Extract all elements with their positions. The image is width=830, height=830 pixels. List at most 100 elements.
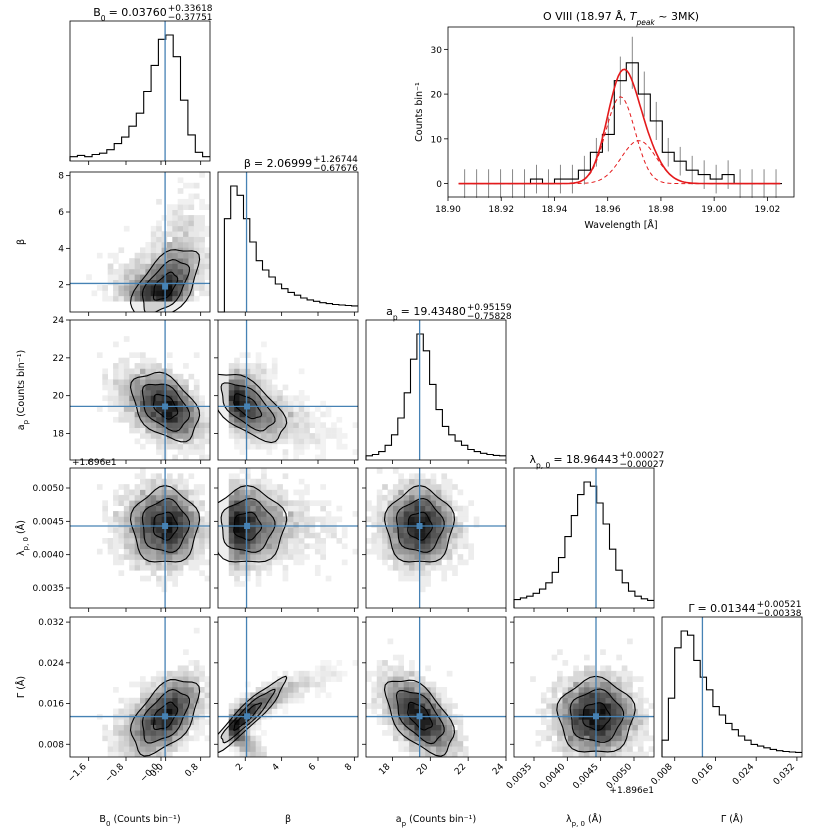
density-cell [183,400,189,407]
density-cell [228,527,235,533]
density-cell [166,433,173,439]
density-cell [250,416,256,423]
density-cell [145,681,152,688]
density-cell [145,703,152,709]
density-cell [387,697,394,704]
density-cell [156,406,162,412]
density-cell [573,740,579,747]
density-cell [239,740,246,747]
density-cell [156,670,162,677]
density-cell [234,478,240,485]
density-cell [183,687,189,693]
panel-frame [69,171,211,313]
density-cell [140,559,146,566]
density-cell [234,559,240,566]
density-cell [102,285,108,291]
density-cell [244,751,251,757]
density-cell [118,538,125,544]
density-cell [150,740,157,747]
density-cell [244,532,251,539]
panel-frame [365,467,507,609]
density-cell [436,564,442,571]
spectrum-frame [447,26,795,198]
density-cell [610,746,617,752]
density-cell [255,697,262,704]
density-cell [261,500,267,506]
density-cell [589,687,596,693]
density-cell [199,670,205,677]
y-axis-label-beta-main: β [16,239,27,245]
histogram-step [365,333,506,460]
density-cell [562,746,569,752]
density-cell [239,516,246,523]
density-cell [627,735,633,742]
density-cell [166,379,173,385]
density-cell [637,703,644,709]
x-tick-label: 0.008 [650,762,675,787]
density-cell [150,489,157,496]
histogram-step [661,630,802,757]
y-tick-label: 0.024 [38,659,64,669]
density-cell [621,676,628,682]
density-cell [457,554,464,560]
density-cell [150,554,157,560]
density-cell [228,489,235,496]
density-cell [600,730,606,736]
density-cell [341,559,348,566]
err-minus: −0.75828 [467,312,512,322]
density-cell [255,746,262,752]
density-cell [134,564,141,571]
density-cell [140,489,146,496]
density-cell [578,746,585,752]
density-cell [255,352,262,358]
density-cell [244,740,251,747]
density-cell [183,285,189,291]
density-cell [621,746,628,752]
density-cell [446,730,453,736]
density-cell [419,478,426,485]
density-cell [441,511,448,517]
density-cell [145,247,152,254]
density-cell [118,295,125,302]
density-cell [336,676,343,682]
density-cell [594,697,601,704]
panel-content [70,617,210,757]
density-cell [150,676,157,682]
panel-content [70,468,210,608]
density-cell [161,730,168,736]
density-cell [436,532,442,539]
density-cell [107,268,114,275]
density-cell [331,516,337,523]
density-cell [298,521,305,528]
density-cell [298,427,305,434]
density-cell [371,505,378,512]
density-cell [627,692,633,699]
density-cell [134,352,141,358]
density-cell [261,400,267,407]
panel-frame [69,319,211,461]
density-cell [266,527,273,533]
density-cell [177,521,184,528]
density-cell [392,505,399,512]
density-cell [594,746,601,752]
density-cell [255,400,262,407]
density-cell [610,670,617,677]
density-cell [188,400,195,407]
density-cell [409,521,415,528]
density-cell [140,258,146,264]
density-cell [239,352,246,358]
density-cell [177,422,184,428]
density-cell [183,384,189,391]
density-cell [177,724,184,731]
density-cell [188,247,195,254]
density-cell [605,735,612,742]
density-cell [392,516,399,523]
density-cell [266,538,273,544]
density-cell [123,697,130,704]
density-cell [325,406,332,412]
density-cell [145,357,152,364]
density-cell [382,670,388,677]
density-cell [199,416,205,423]
spec-x-tick-label: 18.90 [435,205,461,215]
density-cell [188,724,195,731]
